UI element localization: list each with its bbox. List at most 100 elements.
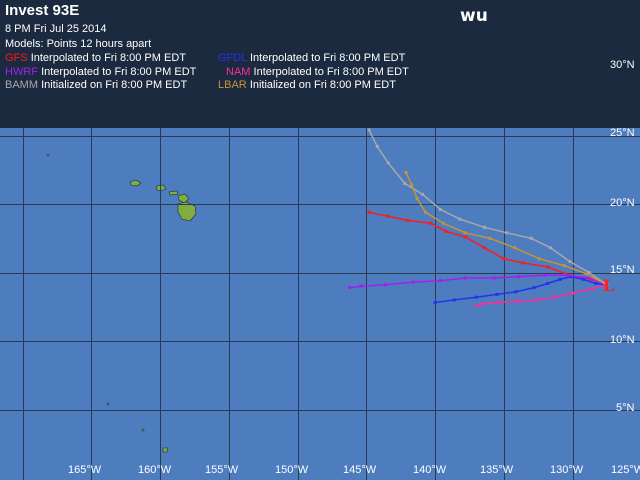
lat-label-20n: 20°N [610,197,635,209]
track-point-gfs [386,214,390,218]
legend-gfs: GFS Interpolated to Fri 8:00 PM EDT [5,52,186,64]
island-molokai [168,190,179,196]
track-point-lbar [410,183,414,187]
model-tracks [348,128,609,307]
track-point-lbar [404,171,408,174]
track-point-bamm [483,225,486,229]
track-point-nam [571,291,574,295]
track-point-lbar [605,283,609,287]
legend-gfs-name: GFS [5,52,28,64]
track-point-bamm [587,271,591,274]
track-point-gfs [483,246,486,250]
track-point-hwrf [543,273,547,277]
track-point-lbar [584,272,588,276]
wunderground-logo: wu [460,6,488,26]
legend-gfs-desc: Interpolated to Fri 8:00 PM EDT [30,52,186,64]
track-point-lbar [415,197,419,200]
legend-hwrf-name: HWRF [5,66,38,78]
track-point-bamm [421,192,425,196]
legend-lbar-desc: Initialized on Fri 8:00 PM EDT [249,79,396,91]
track-point-lbar [423,210,427,214]
legend-hwrf-desc: Interpolated to Fri 8:00 PM EDT [41,66,197,78]
header-panel [0,0,640,128]
track-point-nam [553,295,557,299]
hawaiian-islands [46,153,197,453]
track-point-nam [516,299,519,303]
track-line-gfdl [434,275,607,304]
track-point-gfs [546,265,550,269]
legend-nam-desc: Interpolated to Fri 8:00 PM EDT [253,66,409,78]
lat-label-15n: 15°N [610,264,635,276]
track-point-bamm [439,208,442,211]
track-point-bamm [568,260,572,263]
track-point-gfs [429,221,433,225]
track-point-bamm [375,145,379,148]
legend-bamm-name: BAMM [5,79,38,91]
legend-bamm: BAMM Initialized on Fri 8:00 PM EDT [5,79,187,91]
lon-label-140w: 140°W [413,464,447,476]
lon-label-145w: 145°W [343,464,377,476]
track-point-bamm [403,181,407,185]
legend-gfdl-name: GFDL [218,52,247,64]
island-hawaii [177,201,197,222]
track-point-gfdl [514,290,518,294]
track-line-hwrf [349,274,608,289]
island-atoll-1 [106,402,110,406]
track-point-hwrf [411,280,415,284]
track-point-hwrf [463,276,467,280]
legend-gfdl: GFDL Interpolated to Fri 8:00 PM EDT [218,52,405,64]
track-point-hwrf [348,286,352,290]
track-point-lbar [562,264,566,268]
lon-label-130w: 130°W [550,464,584,476]
track-point-nam [496,301,500,305]
track-point-hwrf [439,279,442,283]
track-point-gfs [521,261,525,265]
track-line-bamm [368,129,608,286]
track-point-lbar [463,231,467,235]
track-point-bamm [529,236,533,240]
lat-label-10n: 10°N [610,334,635,346]
track-point-hwrf [565,273,569,277]
legend-hwrf: HWRF Interpolated to Fri 8:00 PM EDT [5,66,196,78]
legend-gfdl-desc: Interpolated to Fri 8:00 PM EDT [250,52,406,64]
lat-label-25n: 25°N [610,127,635,139]
track-point-hwrf [492,276,496,280]
lon-label-150w: 150°W [275,464,309,476]
legend-nam: NAM Interpolated to Fri 8:00 PM EDT [226,66,409,78]
track-point-lbar [488,236,492,240]
track-point-gfs [367,210,371,214]
track-point-bamm [505,231,508,235]
track-point-gfdl [495,292,499,296]
track-point-nam [590,287,594,291]
track-line-lbar [405,172,608,286]
island-atoll-2 [141,428,145,432]
track-point-lbar [538,257,541,261]
island-atoll-3 [162,447,169,453]
storm-marker: L [603,276,614,295]
lon-label-155w: 155°W [205,464,239,476]
legend-lbar: LBAR Initialized on Fri 8:00 PM EDT [218,79,396,91]
legend-bamm-desc: Initialized on Fri 8:00 PM EDT [41,79,188,91]
lon-label-160w: 160°W [138,464,172,476]
track-point-bamm [386,161,390,165]
track-point-gfs [406,218,409,222]
track-point-hwrf [384,283,387,287]
storm-title: Invest 93E [5,2,80,19]
legend-lbar-name: LBAR [218,79,247,91]
lat-label-5n: 5°N [616,402,635,414]
track-point-gfdl [582,277,585,281]
track-point-gfs [502,257,506,261]
track-point-gfdl [532,286,536,290]
island-kauai [129,179,142,187]
track-point-gfs [444,229,448,233]
track-point-gfdl [546,282,550,285]
track-point-lbar [513,246,517,250]
models-label: Models: Points 12 hours apart [5,38,152,50]
track-point-lbar [441,221,445,225]
track-point-bamm [549,246,552,250]
track-point-nam [474,303,478,307]
track-point-bamm [458,217,462,221]
track-point-gfdl [433,301,437,305]
legend-nam-name: NAM [226,66,251,78]
